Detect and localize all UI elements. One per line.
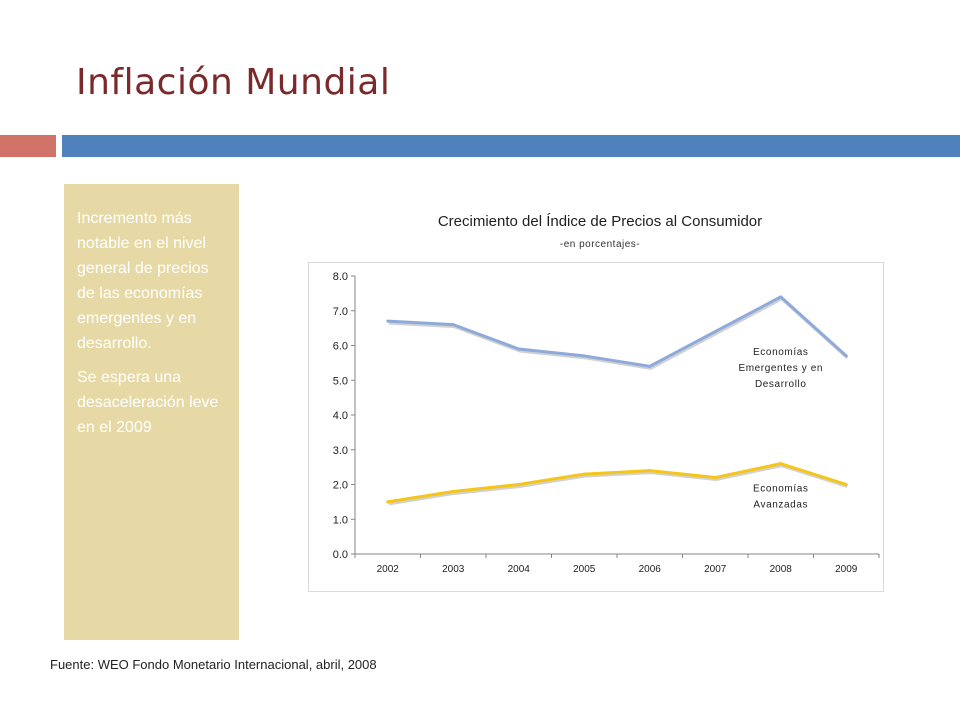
data-point — [713, 476, 717, 480]
x-tick-label: 2009 — [835, 564, 858, 575]
series-label: Emergentes y en — [738, 363, 823, 374]
y-tick-label: 1.0 — [333, 514, 348, 526]
series-label: Economías — [753, 347, 808, 358]
y-tick-label: 0.0 — [333, 549, 348, 561]
x-tick-label: 2008 — [770, 564, 793, 575]
series-label: Economías — [753, 484, 808, 495]
series-emergentes-line-shadow — [388, 297, 849, 370]
data-point — [713, 330, 717, 334]
series-emergentes-line — [387, 295, 848, 368]
y-tick-label: 7.0 — [333, 306, 348, 318]
sidebar-paragraph-2: Se espera una desaceleración leve en el … — [77, 369, 219, 436]
data-point — [844, 483, 848, 486]
data-point — [451, 323, 455, 327]
y-tick-label: 6.0 — [333, 341, 348, 353]
series-label: Avanzadas — [753, 500, 808, 511]
x-tick-label: 2007 — [704, 564, 727, 575]
sidebar-text-box: Incremento más notable en el nivel gener… — [64, 184, 239, 640]
series-label: Desarrollo — [755, 379, 807, 390]
data-point — [582, 472, 586, 476]
y-tick-label: 2.0 — [333, 480, 348, 492]
data-point — [386, 500, 390, 504]
data-point — [648, 364, 652, 368]
y-tick-label: 3.0 — [333, 445, 348, 457]
x-tick-label: 2006 — [639, 564, 662, 575]
source-note: Fuente: WEO Fondo Monetario Internaciona… — [50, 657, 377, 672]
data-point — [451, 489, 455, 493]
y-tick-label: 8.0 — [333, 271, 348, 283]
chart-subtitle: -en porcentajes- — [559, 239, 641, 250]
data-point — [386, 319, 390, 323]
x-tick-label: 2004 — [508, 564, 531, 575]
series-avanzadas-line — [387, 462, 847, 504]
accent-bar-blue — [62, 135, 960, 157]
sidebar-paragraph-1: Incremento más notable en el nivel gener… — [77, 210, 209, 352]
chart-frame — [308, 262, 884, 592]
slide-title: Inflación Mundial — [76, 62, 391, 103]
data-point — [648, 469, 652, 473]
data-point — [582, 354, 586, 358]
x-tick-label: 2003 — [442, 564, 465, 575]
y-tick-label: 4.0 — [333, 410, 348, 422]
accent-bar-red — [0, 135, 56, 157]
data-point — [844, 354, 848, 358]
line-chart: 0.0 1.0 2.0 3.0 4.0 5.0 6.0 7.0 8.0 2002 2003 2004 2… — [333, 271, 880, 575]
x-tick-label: 2002 — [377, 564, 400, 575]
chart-title: Crecimiento del Índice de Precios al Con… — [437, 213, 763, 230]
data-point — [517, 483, 521, 486]
y-tick-label: 5.0 — [333, 375, 348, 387]
data-point — [517, 347, 521, 351]
x-tick-label: 2005 — [573, 564, 596, 575]
series-avanzadas-line-shadow — [388, 464, 848, 506]
data-point — [779, 462, 783, 466]
data-point — [779, 295, 783, 299]
